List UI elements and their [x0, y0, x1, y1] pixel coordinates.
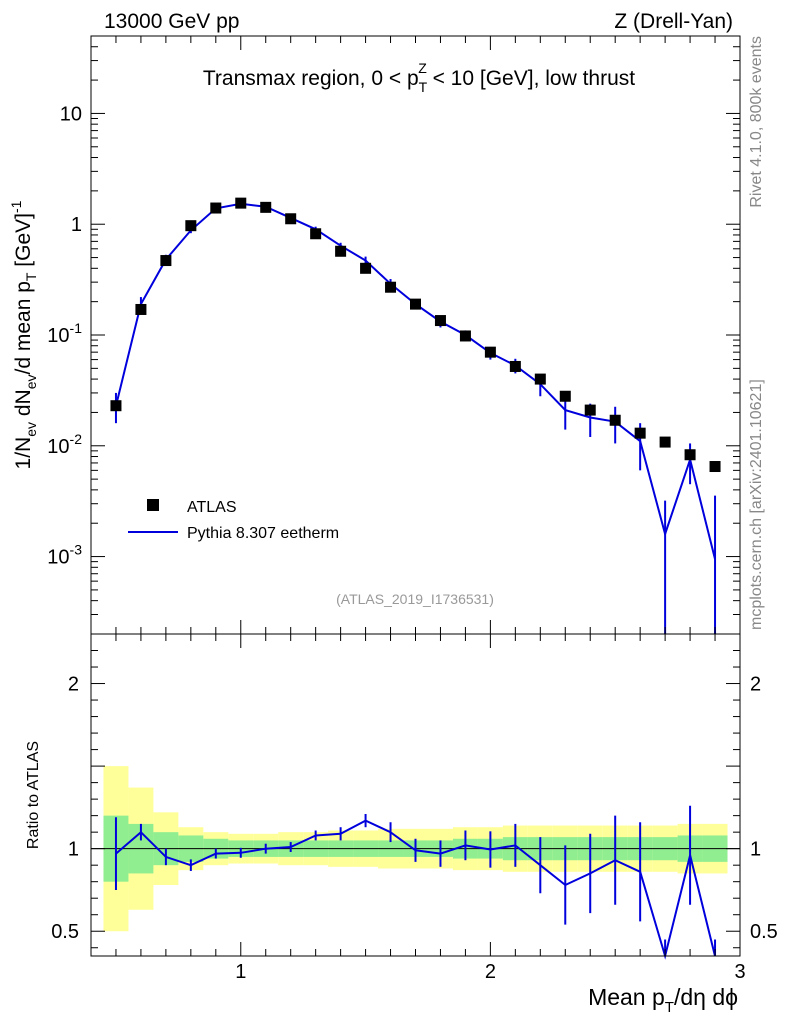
main-title-sub: T [419, 79, 428, 95]
ylabel-part-3: ev [23, 374, 39, 389]
atlas-data-point [684, 449, 696, 461]
main-plot-title: Transmax region, 0 < pTZ < 10 [GeV], low… [203, 60, 635, 95]
header-right: Z (Drell-Yan) [614, 10, 733, 33]
atlas-data-point [110, 400, 122, 412]
atlas-data-point [459, 330, 471, 342]
ratio-axis-ticks: 2 2 1 1 0.5 0.5 1 2 3 [51, 634, 778, 983]
main-y-tick-label-base: 10 [47, 325, 69, 347]
atlas-data-point [584, 404, 596, 416]
atlas-data-point [260, 201, 272, 213]
analysis-id: (ATLAS_2019_I1736531) [336, 591, 494, 607]
main-y-axis-label: 1/Nev dNev/d mean pT [GeV]-1 [8, 200, 39, 469]
main-y-tick-label: 10-2 [47, 431, 82, 458]
rivet-label: Rivet 4.1.0, 800k events [748, 36, 765, 208]
atlas-data-point [285, 213, 297, 225]
main-plot-content [110, 197, 721, 634]
ratio-y-tick-label-right: 0.5 [750, 921, 778, 943]
atlas-data-point [235, 197, 247, 209]
xlabel-part-0: Mean p [588, 984, 665, 1010]
xlabel-part-1: T [665, 999, 674, 1016]
header-left: 13000 GeV pp [104, 10, 239, 33]
atlas-data-point [559, 390, 571, 402]
atlas-data-point [335, 245, 347, 257]
main-title-before: Transmax region, 0 < p [203, 67, 419, 90]
xlabel-part-2: /dη dϕ [674, 984, 738, 1010]
ratio-x-axis-label: Mean pT/dη dϕ [588, 984, 738, 1016]
atlas-data-point [484, 346, 496, 358]
atlas-data-point [410, 298, 421, 310]
main-y-tick-label: 10-3 [47, 542, 82, 569]
ratio-x-tick-label: 3 [734, 961, 745, 983]
ratio-y-tick-label-left: 2 [68, 674, 79, 696]
atlas-data-point [659, 436, 671, 448]
main-y-tick-label-exponent: -1 [70, 320, 83, 336]
ratio-y-tick-label-right: 1 [750, 839, 761, 861]
main-y-tick-label: 10 [60, 103, 82, 125]
atlas-data-point [310, 228, 322, 240]
ratio-y-axis-label: Ratio to ATLAS [25, 741, 42, 849]
main-y-tick-label-base: 10 [47, 436, 69, 458]
atlas-data-point [534, 373, 546, 385]
ylabel-part-2: dN [12, 389, 35, 422]
ylabel-part-4: /d mean p [12, 281, 35, 374]
atlas-data-point [210, 202, 222, 214]
main-y-tick-label: 10-1 [47, 320, 82, 347]
legend-atlas-label: ATLAS [187, 499, 237, 516]
ratio-plot-content [91, 766, 740, 960]
atlas-data-point [609, 414, 621, 426]
ylabel-part-6: [GeV] [12, 213, 35, 273]
main-title-sup: Z [418, 60, 427, 76]
atlas-data-point [709, 461, 721, 473]
atlas-data-point [185, 220, 197, 232]
ylabel-part-5: T [23, 272, 39, 281]
ratio-plot-frame [90, 633, 741, 957]
ratio-y-tick-label-left: 1 [68, 839, 79, 861]
atlas-data-point [385, 281, 397, 293]
ratio-y-tick-label-right: 2 [750, 674, 761, 696]
ratio-x-tick-label: 2 [485, 961, 496, 983]
atlas-data-point [634, 427, 646, 439]
main-y-tick-label-exponent: -2 [70, 431, 83, 447]
mcplots-label: mcplots.cern.ch [arXiv:2401.10621] [748, 379, 765, 630]
atlas-data-point [160, 255, 172, 267]
ylabel-part-0: 1/N [12, 437, 35, 470]
ylabel-part-7: -1 [8, 200, 24, 213]
main-y-tick-label-base: 1 [71, 214, 82, 236]
atlas-data-point [360, 262, 372, 274]
legend-pythia-label: Pythia 8.307 eetherm [187, 525, 339, 542]
ylabel-part-1: ev [23, 422, 39, 437]
main-title-after: < 10 [GeV], low thrust [427, 67, 636, 90]
main-plot-frame [90, 35, 741, 635]
atlas-data-point [434, 315, 446, 327]
atlas-data-point [509, 360, 521, 372]
ratio-plot-panel: 2 2 1 1 0.5 0.5 1 2 3 Ratio to ATLAS Mean pT/dη … [25, 633, 778, 1016]
main-y-tick-label: 1 [71, 214, 82, 236]
atlas-data-point [135, 303, 147, 315]
legend-atlas-marker [147, 499, 159, 511]
main-y-tick-label-base: 10 [60, 103, 82, 125]
main-y-tick-label-base: 10 [47, 547, 69, 569]
legend: ATLAS Pythia 8.307 eetherm [128, 499, 339, 542]
ratio-x-tick-label: 1 [235, 961, 246, 983]
ratio-y-tick-label-left: 0.5 [51, 921, 79, 943]
main-y-tick-label-exponent: -3 [70, 542, 83, 558]
